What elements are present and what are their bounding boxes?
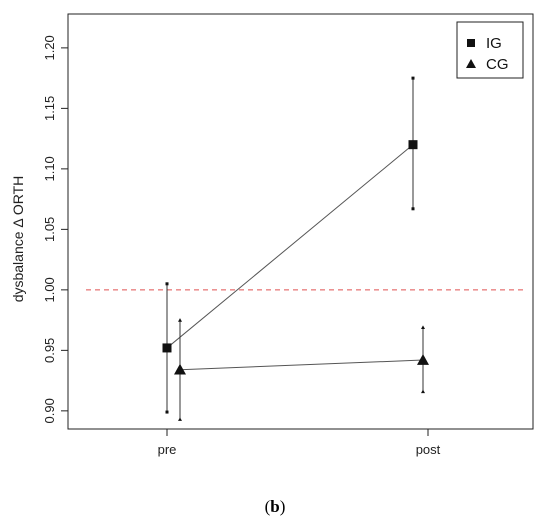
- legend-label-ig: IG: [486, 35, 502, 52]
- error-cap: [178, 318, 182, 322]
- y-tick-label: 1.00: [42, 277, 57, 302]
- legend-label-cg: CG: [486, 56, 509, 73]
- caption-letter: b: [270, 497, 280, 516]
- plot-frame: [67, 13, 534, 430]
- series-line-cg: [179, 359, 424, 371]
- chart-svg: 0.90 0.95 1.00 1.05 1.10 1.15 1.20 pre post dys…: [10, 13, 534, 457]
- caption-close: ): [279, 497, 286, 516]
- error-cap: [165, 282, 169, 286]
- y-tick-label: 1.05: [42, 217, 57, 242]
- y-tick-label: 1.10: [42, 156, 57, 181]
- legend: IG CG: [456, 21, 524, 79]
- error-cap: [421, 325, 425, 329]
- y-tick-label: 1.15: [42, 96, 57, 121]
- legend-box: [456, 21, 524, 79]
- legend-marker-ig: [467, 39, 475, 47]
- error-cap: [165, 410, 169, 414]
- x-tick-label: pre: [158, 442, 177, 457]
- caption-open: (: [264, 497, 271, 516]
- error-cap: [411, 76, 415, 80]
- x-tick-label: post: [416, 442, 441, 457]
- figure-caption: (b): [0, 497, 550, 517]
- marker-ig: [162, 343, 172, 353]
- y-tick-label: 0.90: [42, 398, 57, 423]
- y-tick-label: 0.95: [42, 338, 57, 363]
- y-axis-label: dysbalance Δ ORTH: [10, 176, 26, 303]
- marker-cg: [174, 363, 186, 375]
- legend-marker-cg: [466, 59, 476, 68]
- error-cap: [411, 207, 415, 211]
- series-line-ig: [166, 144, 414, 349]
- y-tick-label: 1.20: [42, 35, 57, 60]
- error-cap: [178, 417, 182, 421]
- marker-cg: [417, 354, 429, 365]
- error-cap: [421, 389, 425, 394]
- marker-ig: [408, 140, 418, 150]
